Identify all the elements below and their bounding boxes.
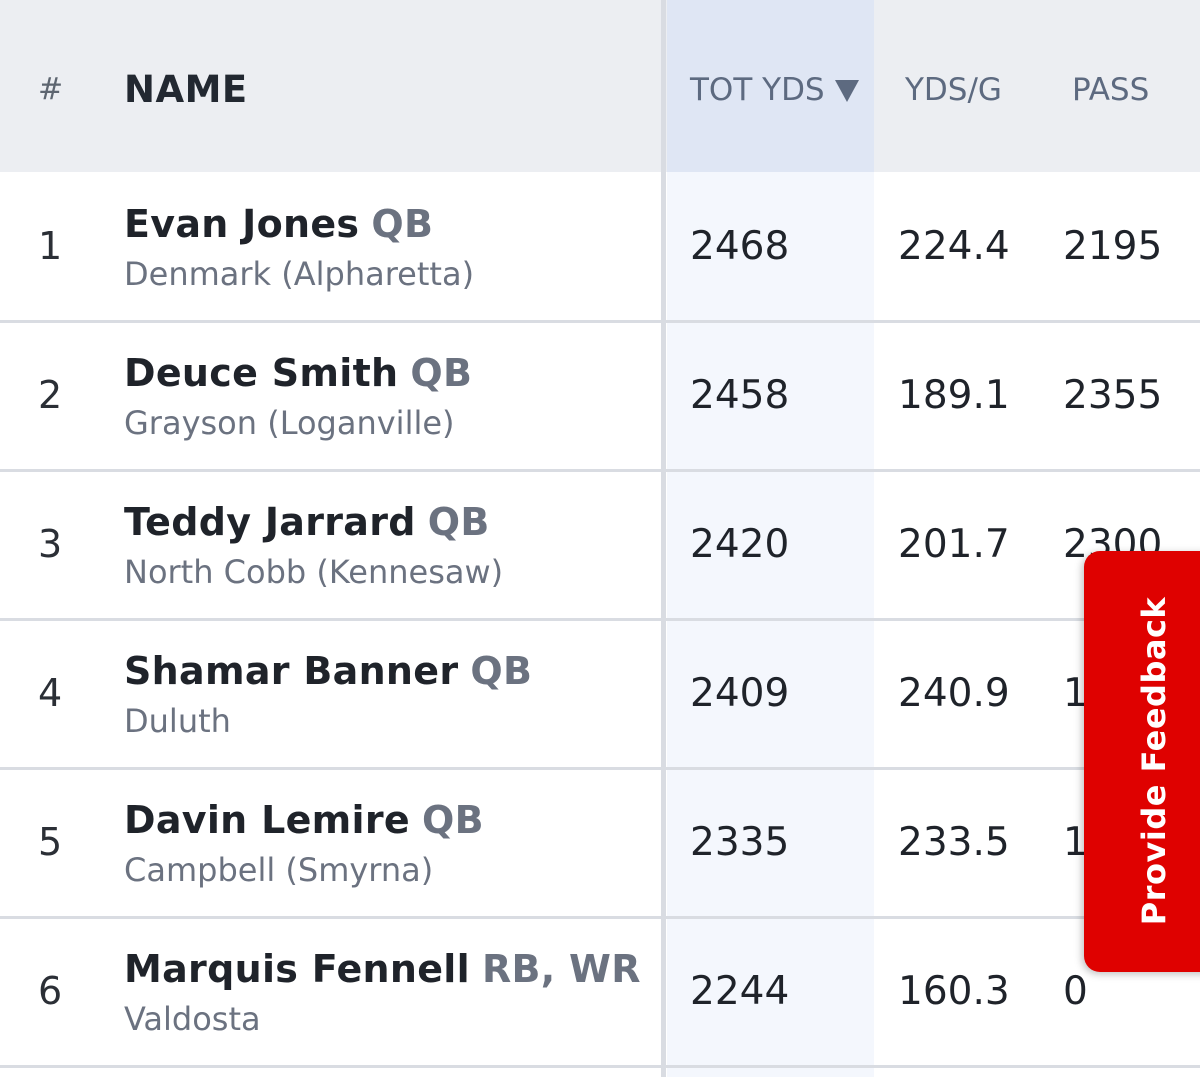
row-rank: 2	[38, 373, 63, 417]
row-yds-per-game: 160.3	[898, 969, 1010, 1014]
player-name[interactable]: Davin Lemire QB	[124, 798, 484, 842]
row-rank: 6	[38, 969, 63, 1013]
row-rank: 3	[38, 522, 63, 566]
header-rank: #	[38, 72, 64, 107]
player-name-text: Deuce Smith	[124, 351, 399, 395]
table-row[interactable]: 5 Davin Lemire QB Campbell (Smyrna) 2335 …	[0, 768, 1200, 917]
row-divider	[0, 320, 1200, 323]
row-divider	[0, 767, 1200, 770]
player-name-text: Marquis Fennell	[124, 947, 470, 991]
row-yds-per-game: 240.9	[898, 671, 1010, 716]
player-name[interactable]: Teddy Jarrard QB	[124, 500, 490, 544]
row-tot-yds: 2409	[690, 671, 790, 716]
row-rank: 4	[38, 671, 63, 715]
row-pass: 2355	[1063, 373, 1163, 418]
player-school: Duluth	[124, 702, 231, 740]
row-rank: 5	[38, 820, 63, 864]
row-tot-yds: 2468	[690, 224, 790, 269]
row-pass: 2195	[1063, 224, 1163, 269]
player-name[interactable]: Shamar Banner QB	[124, 649, 532, 693]
row-rank: 1	[38, 224, 63, 268]
player-position: QB	[421, 798, 484, 842]
table-row[interactable]: 4 Shamar Banner QB Duluth 2409 240.9 1	[0, 619, 1200, 768]
row-divider	[0, 916, 1200, 919]
row-tot-yds: 2420	[690, 522, 790, 567]
table-row[interactable]: 1 Evan Jones QB Denmark (Alpharetta) 2468…	[0, 172, 1200, 321]
player-name[interactable]: Evan Jones QB	[124, 202, 433, 246]
row-divider	[0, 618, 1200, 621]
header-tot-yds[interactable]: TOT YDS	[690, 0, 859, 172]
player-position: QB	[427, 500, 490, 544]
player-name-text: Evan Jones	[124, 202, 360, 246]
player-position: QB	[470, 649, 533, 693]
player-position: QB	[371, 202, 434, 246]
sorted-column-highlight	[667, 0, 874, 1077]
player-school: North Cobb (Kennesaw)	[124, 553, 504, 591]
header-name[interactable]: NAME	[124, 68, 248, 111]
row-yds-per-game: 201.7	[898, 522, 1010, 567]
table-header	[0, 0, 1200, 172]
player-name[interactable]: Deuce Smith QB	[124, 351, 472, 395]
player-school: Campbell (Smyrna)	[124, 851, 434, 889]
provide-feedback-button[interactable]: Provide Feedback	[1084, 551, 1200, 972]
header-yds-per-game[interactable]: YDS/G	[905, 72, 1002, 108]
table-row[interactable]: 6 Marquis Fennell RB, WR Valdosta 2244 16…	[0, 917, 1200, 1066]
player-school: Valdosta	[124, 1000, 261, 1038]
player-name[interactable]: Marquis Fennell RB, WR	[124, 947, 641, 991]
sort-down-triangle-icon	[834, 80, 859, 102]
row-yds-per-game: 233.5	[898, 820, 1010, 865]
player-position: QB	[410, 351, 473, 395]
row-tot-yds: 2335	[690, 820, 790, 865]
row-pass: 1	[1063, 671, 1088, 716]
player-school: Grayson (Loganville)	[124, 404, 455, 442]
player-name-text: Shamar Banner	[124, 649, 459, 693]
provide-feedback-label: Provide Feedback	[1135, 596, 1173, 926]
row-tot-yds: 2244	[690, 969, 790, 1014]
row-yds-per-game: 224.4	[898, 224, 1010, 269]
player-name-text: Davin Lemire	[124, 798, 410, 842]
row-pass: 0	[1063, 969, 1088, 1014]
player-position: RB, WR	[481, 947, 641, 991]
table-row[interactable]: 3 Teddy Jarrard QB North Cobb (Kennesaw) …	[0, 470, 1200, 619]
row-pass: 1	[1063, 820, 1088, 865]
row-divider	[0, 1065, 1200, 1068]
player-name-text: Teddy Jarrard	[124, 500, 416, 544]
table-row[interactable]: 2 Deuce Smith QB Grayson (Loganville) 245…	[0, 321, 1200, 470]
row-tot-yds: 2458	[690, 373, 790, 418]
player-school: Denmark (Alpharetta)	[124, 255, 475, 293]
row-divider	[0, 469, 1200, 472]
row-yds-per-game: 189.1	[898, 373, 1010, 418]
header-tot-yds-label: TOT YDS	[690, 72, 825, 108]
header-pass[interactable]: PASS	[1072, 72, 1150, 108]
frozen-column-divider	[661, 0, 666, 1077]
